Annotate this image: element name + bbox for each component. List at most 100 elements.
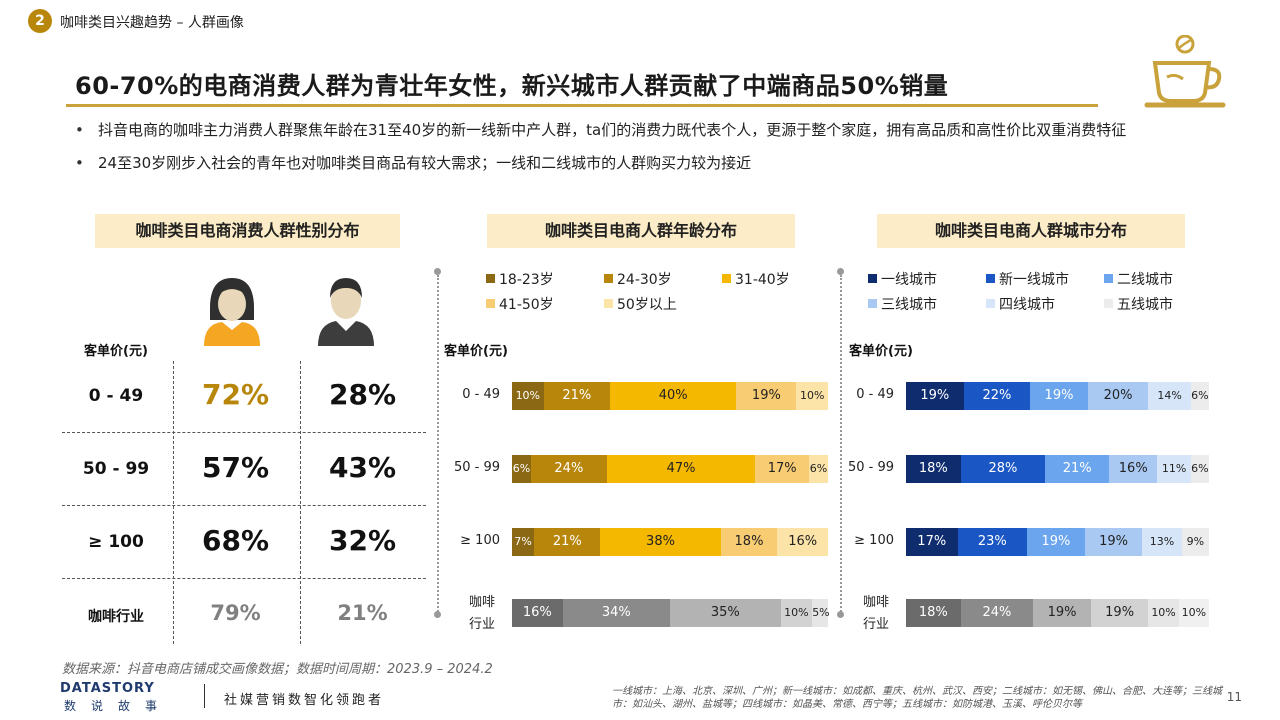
gender-axis-title: 客单价(元) <box>84 344 148 359</box>
title-underline <box>66 104 1098 107</box>
age-axis-title: 客单价(元) <box>444 344 508 359</box>
legend-item: 31-40岁 <box>722 269 790 289</box>
bar-segment: 16% <box>512 599 563 627</box>
city-tier-footnote: 一线城市：上海、北京、深圳、广州；新一线城市：如成都、重庆、杭州、武汉、西安；二… <box>612 686 1222 710</box>
legend-item: 三线城市 <box>868 294 937 314</box>
legend-item: 二线城市 <box>1104 269 1173 289</box>
legend-label: 二线城市 <box>1117 272 1173 288</box>
company-tagline: 社媒营销数智化领跑者 <box>224 693 385 708</box>
separator-dot <box>837 611 844 618</box>
bar-segment: 14% <box>1148 382 1191 410</box>
data-source-note: 数据来源：抖音电商店铺成交画像数据；数据时间周期：2023.9 – 2024.2 <box>62 662 493 677</box>
gender-row-label: 0 - 49 <box>88 386 144 406</box>
legend-label: 一线城市 <box>881 272 937 288</box>
male-share: 21% <box>337 601 388 625</box>
legend-swatch <box>1104 299 1113 308</box>
page-title: 60-70%的电商消费人群为青壮年女性，新兴城市人群贡献了中端商品50%销量 <box>75 72 949 100</box>
legend-label: 24-30岁 <box>617 272 672 288</box>
legend-swatch <box>868 274 877 283</box>
legend-item: 一线城市 <box>868 269 937 289</box>
bar-segment: 6% <box>512 455 531 483</box>
datastory-logo: DATASTORY <box>60 681 155 696</box>
bar-segment: 21% <box>534 528 601 556</box>
bar-segment: 24% <box>960 599 1034 627</box>
legend-item: 新一线城市 <box>986 269 1069 289</box>
gender-row-label: ≥ 100 <box>88 532 144 552</box>
bar-segment: 9% <box>1181 528 1209 556</box>
male-icon <box>318 278 374 346</box>
legend-item: 18-23岁 <box>486 269 554 289</box>
legend-label: 18-23岁 <box>499 272 554 288</box>
male-share: 32% <box>328 524 397 557</box>
female-share: 79% <box>210 601 261 625</box>
bullet-point: 24至30岁刚步入社会的青年也对咖啡类目商品有较大需求；一线和二线城市的人群购买… <box>75 153 1215 174</box>
section-number-badge: 2 <box>28 9 52 33</box>
bar-segment: 38% <box>600 528 721 556</box>
table-divider <box>62 578 426 579</box>
category-label: ≥ 100 <box>460 533 500 548</box>
bar-segment: 18% <box>720 528 778 556</box>
legend-label: 31-40岁 <box>735 272 790 288</box>
table-divider <box>62 432 426 433</box>
datastory-logo-subtitle: 数说故事 <box>64 699 173 713</box>
bar-segment: 19% <box>1030 382 1088 410</box>
city-panel-title: 咖啡类目电商人群城市分布 <box>877 214 1185 248</box>
legend-item: 50岁以上 <box>604 294 677 314</box>
separator-dot <box>837 268 844 275</box>
category-label: 50 - 99 <box>847 460 894 475</box>
bar-segment: 6% <box>809 455 828 483</box>
category-label: 0 - 49 <box>856 387 894 402</box>
age-panel-title: 咖啡类目电商人群年龄分布 <box>487 214 795 248</box>
bar-segment: 40% <box>609 382 737 410</box>
male-share: 28% <box>328 378 397 411</box>
bar-segment: 21% <box>1045 455 1109 483</box>
separator-dot <box>434 611 441 618</box>
bar-segment: 19% <box>1090 599 1149 627</box>
category-label: 0 - 49 <box>462 387 500 402</box>
bar-segment: 16% <box>1109 455 1158 483</box>
bar-segment: 6% <box>1190 382 1209 410</box>
bar-segment: 10% <box>780 599 813 627</box>
gender-row-label: 50 - 99 <box>82 459 150 479</box>
female-share: 72% <box>201 378 270 411</box>
legend-swatch <box>604 299 613 308</box>
legend-swatch <box>486 274 495 283</box>
female-icon <box>204 278 260 346</box>
legend-swatch <box>1104 274 1113 283</box>
legend-swatch <box>868 299 877 308</box>
separator-dot <box>434 268 441 275</box>
city-axis-title: 客单价(元) <box>849 344 913 359</box>
bar-segment: 10% <box>512 382 544 410</box>
bar-segment: 19% <box>906 382 964 410</box>
male-share: 43% <box>328 451 397 484</box>
section-label: 咖啡类目兴趣趋势 – 人群画像 <box>60 15 244 31</box>
footer-divider <box>204 684 205 708</box>
gender-panel-title: 咖啡类目电商消费人群性别分布 <box>95 214 400 248</box>
panel-separator <box>437 275 439 612</box>
bar-segment: 16% <box>777 528 828 556</box>
female-share: 68% <box>201 524 270 557</box>
bar-segment: 18% <box>906 455 961 483</box>
bar-segment: 34% <box>562 599 670 627</box>
bar-segment: 19% <box>1027 528 1085 556</box>
coffee-cup-icon <box>1144 35 1226 108</box>
bar-segment: 21% <box>543 382 610 410</box>
legend-swatch <box>986 274 995 283</box>
bullet-point: 抖音电商的咖啡主力消费人群聚焦年龄在31至40岁的新一线新中产人群，ta们的消费… <box>75 120 1215 141</box>
bar-segment: 10% <box>1178 599 1209 627</box>
bar-segment: 24% <box>530 455 607 483</box>
bar-segment: 11% <box>1157 455 1191 483</box>
bar-segment: 10% <box>796 382 828 410</box>
bar-segment: 19% <box>736 382 797 410</box>
category-label: 50 - 99 <box>453 460 500 475</box>
bar-segment: 17% <box>755 455 810 483</box>
legend-label: 三线城市 <box>881 297 937 313</box>
bar-segment: 22% <box>963 382 1031 410</box>
bar-segment: 20% <box>1087 382 1149 410</box>
legend-item: 41-50岁 <box>486 294 554 314</box>
legend-swatch <box>722 274 731 283</box>
legend-swatch <box>486 299 495 308</box>
category-label: 咖啡 行业 <box>468 595 495 632</box>
table-divider <box>173 361 174 644</box>
gender-row-label: 咖啡行业 <box>88 609 144 625</box>
